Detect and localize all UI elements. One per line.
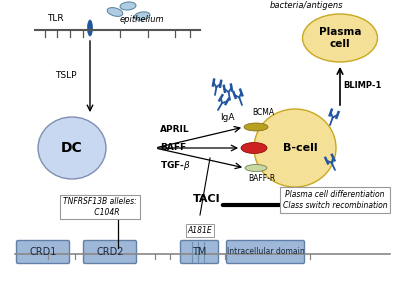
Ellipse shape	[120, 2, 136, 10]
Text: CRD1: CRD1	[29, 247, 57, 257]
Ellipse shape	[38, 117, 106, 179]
Ellipse shape	[254, 109, 336, 187]
Text: BLIMP-1: BLIMP-1	[343, 81, 381, 90]
Text: TNFRSF13B alleles:
      C104R: TNFRSF13B alleles: C104R	[63, 197, 137, 217]
Ellipse shape	[241, 142, 267, 154]
Text: A181E: A181E	[188, 226, 212, 235]
Text: TSLP: TSLP	[55, 71, 76, 80]
Text: APRIL: APRIL	[160, 126, 190, 135]
Ellipse shape	[245, 164, 267, 171]
Ellipse shape	[88, 20, 92, 36]
Text: TACI: TACI	[193, 194, 221, 204]
Text: bacteria/antigens: bacteria/antigens	[270, 1, 344, 10]
Text: B-cell: B-cell	[283, 143, 317, 153]
Text: epithelium: epithelium	[120, 15, 165, 24]
Text: TLR: TLR	[47, 14, 64, 23]
Text: cell: cell	[330, 39, 350, 49]
Text: TM: TM	[192, 247, 207, 257]
Ellipse shape	[134, 12, 150, 20]
Ellipse shape	[107, 8, 123, 16]
Ellipse shape	[302, 14, 378, 62]
Text: DC: DC	[61, 141, 83, 155]
Text: BAFF: BAFF	[160, 143, 186, 152]
Text: BAFF-R: BAFF-R	[248, 174, 275, 183]
FancyBboxPatch shape	[16, 241, 70, 263]
Ellipse shape	[244, 123, 268, 131]
Text: CRD2: CRD2	[96, 247, 124, 257]
FancyBboxPatch shape	[226, 241, 304, 263]
FancyBboxPatch shape	[180, 241, 218, 263]
Text: TGF-$\beta$: TGF-$\beta$	[160, 159, 191, 171]
Text: BCMA: BCMA	[252, 108, 274, 117]
Text: Intracellular domain: Intracellular domain	[227, 248, 304, 256]
FancyBboxPatch shape	[84, 241, 136, 263]
Text: Plasma cell differentiation
Class switch recombination: Plasma cell differentiation Class switch…	[283, 190, 387, 210]
Text: IgA: IgA	[220, 113, 234, 122]
Text: Plasma: Plasma	[319, 27, 361, 37]
